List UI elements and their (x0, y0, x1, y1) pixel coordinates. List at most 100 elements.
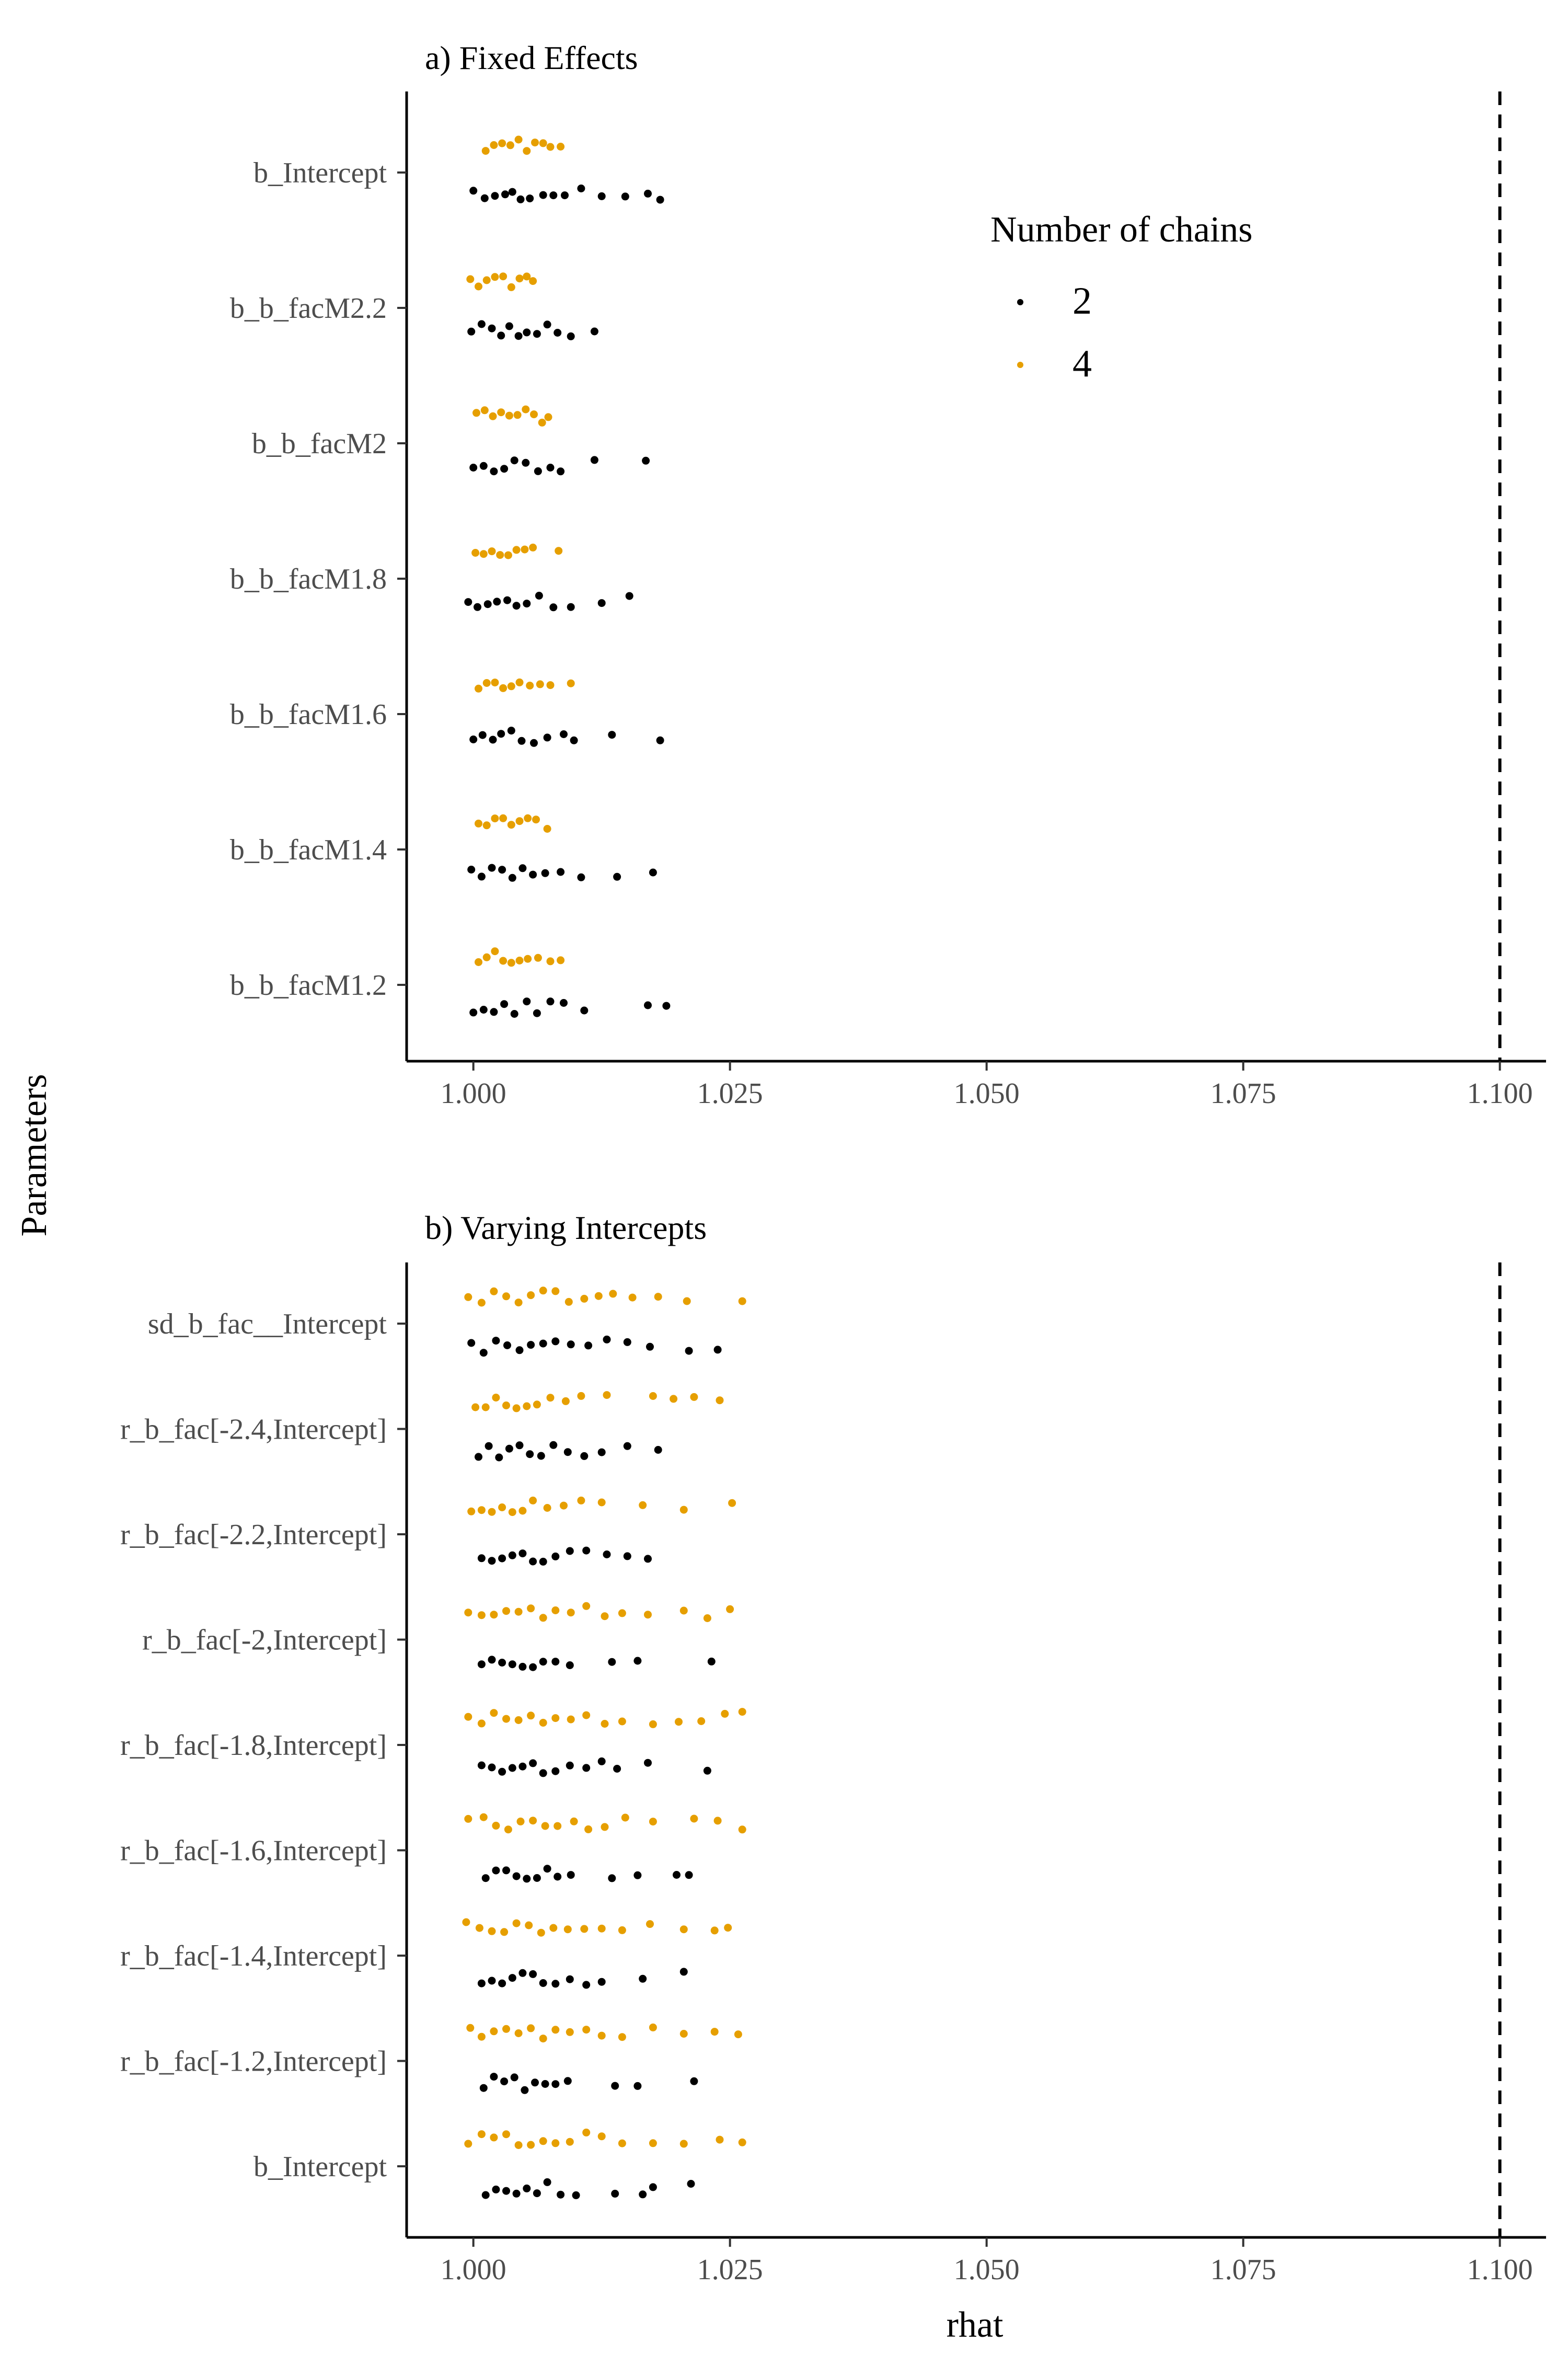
data-point-2 (515, 1346, 524, 1354)
data-point-2 (498, 1767, 506, 1776)
y-tick-label: r_b_fac[-2,Intercept] (142, 1624, 387, 1657)
data-point-4 (710, 1926, 719, 1935)
data-point-4 (513, 411, 522, 419)
data-point-2 (526, 194, 534, 203)
legend-label-2: 2 (1073, 280, 1092, 323)
data-point-4 (539, 2137, 547, 2145)
data-point-2 (566, 1661, 574, 1669)
x-tick-label: 1.075 (1210, 2254, 1276, 2286)
data-point-4 (551, 2026, 560, 2034)
data-point-2 (639, 1974, 647, 1983)
data-point-4 (477, 1299, 486, 1307)
data-point-4 (679, 1506, 688, 1514)
x-tick-label: 1.050 (954, 2254, 1020, 2286)
data-point-4 (491, 947, 499, 956)
data-point-4 (502, 2025, 510, 2033)
data-point-4 (551, 1714, 560, 1722)
data-point-4 (464, 1713, 472, 1721)
data-point-2 (577, 873, 585, 881)
data-point-2 (521, 2086, 529, 2094)
data-point-4 (721, 1709, 729, 1718)
data-point-2 (479, 1006, 488, 1014)
data-point-2 (510, 456, 518, 465)
data-point-4 (649, 1720, 657, 1728)
data-point-2 (533, 330, 541, 338)
data-point-4 (541, 1822, 549, 1830)
data-point-2 (551, 1552, 560, 1560)
data-point-4 (502, 2130, 510, 2139)
data-point-2 (543, 2178, 551, 2186)
data-point-4 (464, 1293, 472, 1301)
data-point-2 (523, 997, 531, 1006)
data-point-4 (499, 684, 508, 692)
data-point-2 (533, 1874, 541, 1882)
data-point-4 (475, 819, 482, 828)
data-point-4 (597, 2031, 606, 2040)
data-point-4 (523, 272, 531, 281)
data-point-4 (498, 139, 506, 147)
data-point-4 (584, 1825, 593, 1833)
x-tick-label: 1.025 (697, 1077, 763, 1110)
data-point-2 (656, 736, 664, 744)
data-point-2 (633, 1657, 642, 1665)
data-point-4 (738, 2138, 746, 2146)
data-point-4 (555, 547, 563, 555)
data-point-4 (618, 1717, 626, 1726)
data-point-2 (644, 1759, 652, 1767)
data-point-4 (515, 817, 524, 825)
data-point-4 (580, 1294, 589, 1303)
data-point-2 (625, 592, 633, 600)
data-point-2 (479, 462, 488, 470)
y-tick-label: b_b_facM1.8 (230, 563, 387, 595)
data-point-2 (488, 1557, 496, 1565)
data-point-2 (533, 1009, 541, 1017)
data-point-2 (500, 1000, 509, 1008)
data-point-2 (644, 1555, 652, 1563)
data-point-4 (524, 955, 532, 963)
data-point-4 (507, 821, 515, 829)
panel-title: b) Varying Intercepts (425, 1209, 707, 1246)
data-point-2 (554, 329, 562, 337)
data-point-2 (507, 727, 515, 735)
data-point-4 (539, 1286, 547, 1295)
data-point-2 (613, 872, 621, 881)
data-point-4 (551, 1606, 560, 1614)
data-point-4 (502, 1292, 510, 1301)
data-point-2 (557, 2190, 565, 2199)
data-point-2 (611, 2189, 619, 2198)
data-point-2 (480, 194, 489, 202)
data-point-4 (675, 1718, 683, 1726)
data-point-2 (685, 1871, 693, 1879)
legend-key-2 (1017, 299, 1023, 305)
data-point-4 (577, 1496, 585, 1504)
data-point-4 (491, 814, 499, 823)
y-tick-label: r_b_fac[-2.4,Intercept] (120, 1414, 387, 1446)
data-point-2 (483, 600, 492, 608)
data-point-2 (551, 2080, 560, 2088)
data-point-2 (543, 733, 551, 742)
data-point-2 (477, 1660, 486, 1669)
data-point-4 (543, 1504, 551, 1512)
data-point-2 (608, 731, 616, 739)
data-point-4 (529, 543, 537, 552)
data-point-2 (481, 1874, 490, 1882)
data-point-2 (467, 1339, 476, 1347)
data-point-4 (738, 1297, 746, 1305)
data-point-4 (481, 147, 490, 155)
data-point-4 (479, 1813, 488, 1821)
data-point-4 (466, 2024, 475, 2032)
x-tick-label: 1.000 (441, 1077, 506, 1110)
data-point-4 (515, 678, 524, 686)
data-point-4 (464, 1814, 472, 1823)
data-point-4 (522, 405, 530, 413)
data-point-2 (603, 1550, 611, 1558)
data-point-4 (490, 141, 498, 149)
data-point-4 (603, 1391, 611, 1399)
data-point-4 (490, 1611, 498, 1619)
data-point-4 (728, 1499, 736, 1507)
data-point-2 (563, 2077, 572, 2085)
data-point-4 (679, 1606, 688, 1615)
data-point-2 (557, 868, 565, 876)
